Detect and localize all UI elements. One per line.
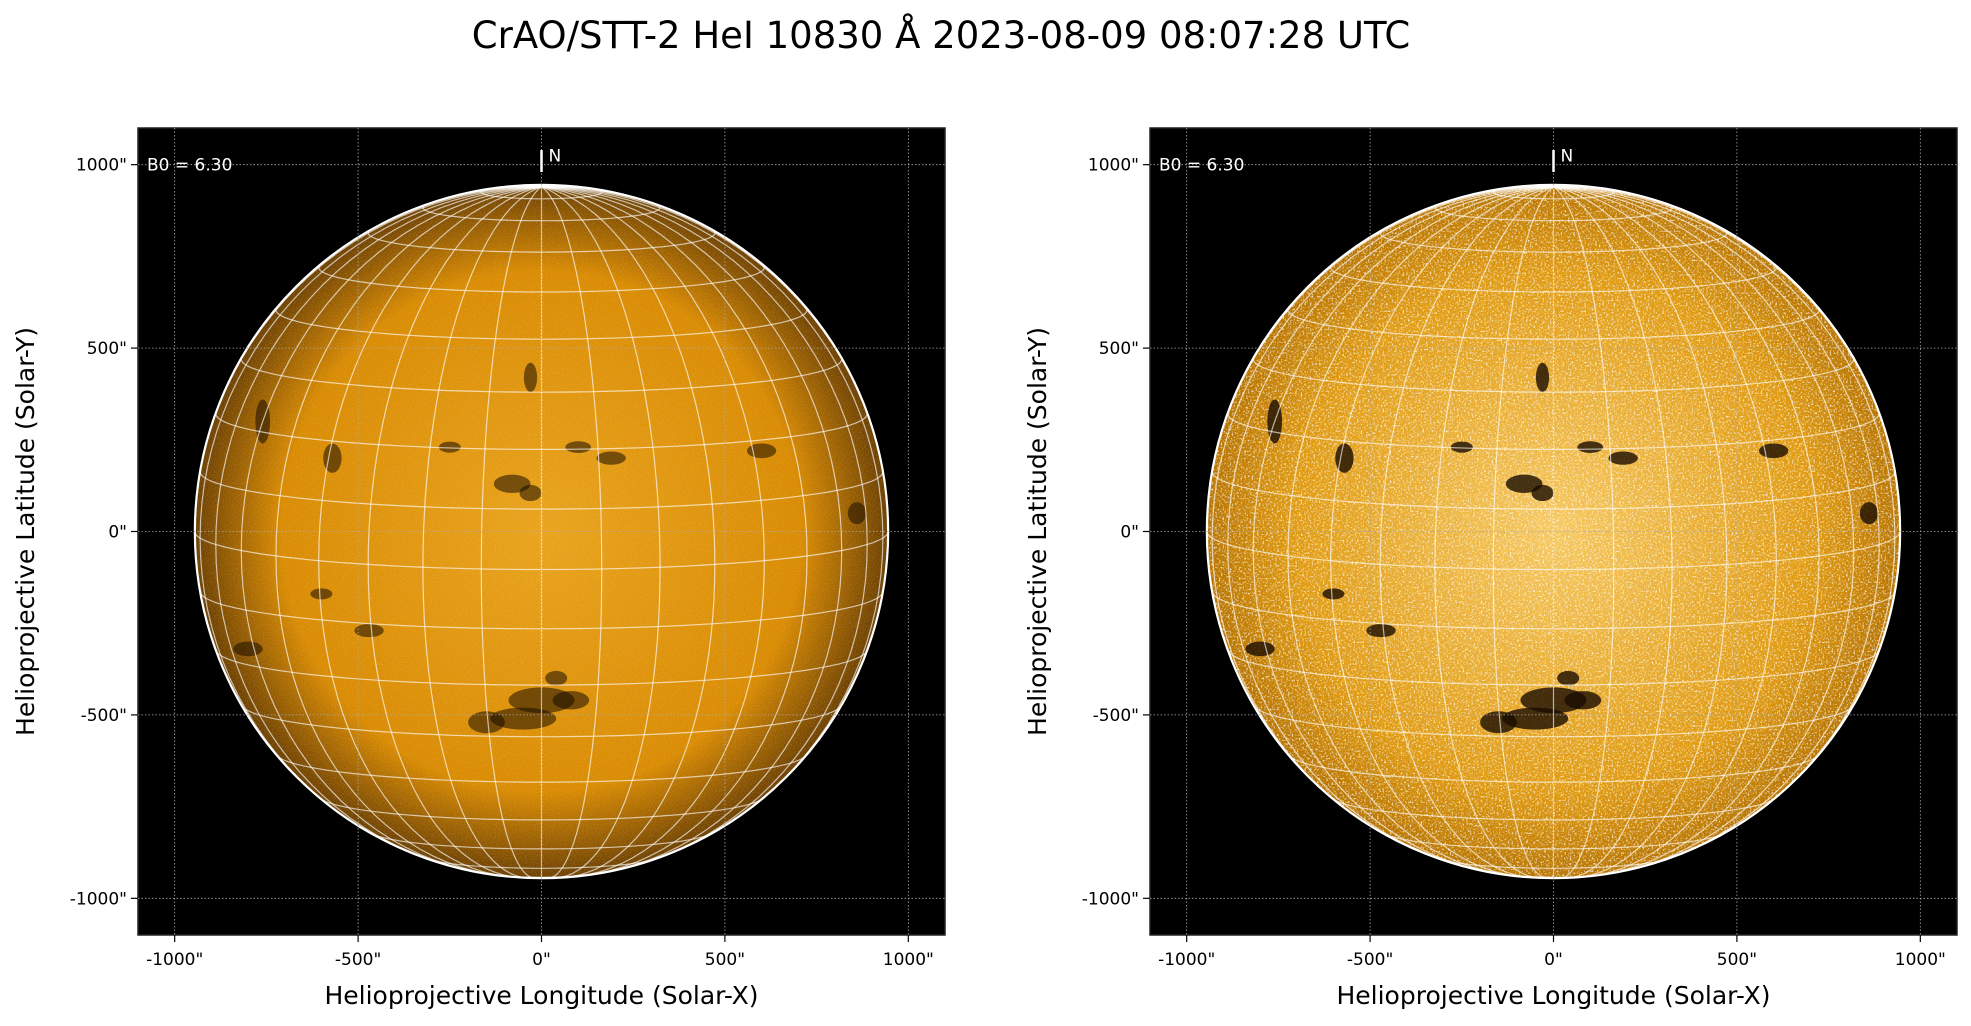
longitude-line [1553, 186, 1728, 878]
dark-filament [1505, 474, 1543, 493]
north-label: N [1561, 147, 1574, 167]
longitude-line [1553, 186, 1615, 879]
figure-title: CrAO/STT-2 HeI 10830 Å 2023-08-09 08:07:… [471, 14, 1411, 57]
dark-filament [1608, 451, 1638, 465]
longitude-line [1553, 186, 1820, 875]
dark-filament [310, 588, 333, 600]
longitude-line [1553, 186, 1880, 864]
longitude-line [1211, 186, 1554, 825]
dark-filament [552, 691, 590, 710]
longitude-line [1492, 186, 1554, 879]
longitude-line [1379, 186, 1554, 878]
x-tick-label: 1000" [883, 950, 934, 970]
right-panel: -1000" -500" 0" 500" 1000" -1000" -500" 0" 500" 1… [1023, 127, 1958, 1010]
y-axis-label: Helioprojective Latitude (Solar-Y) [1023, 327, 1052, 736]
dark-filament [323, 443, 342, 473]
longitude-line [1553, 186, 1896, 825]
longitude-line [367, 186, 542, 878]
y-axis-label: Helioprojective Latitude (Solar-Y) [11, 327, 40, 736]
x-tick-label: -500" [335, 950, 381, 970]
longitude-line [1287, 186, 1554, 875]
dark-filament [493, 474, 531, 493]
longitude-line [541, 186, 884, 825]
longitude-line [1553, 186, 1673, 878]
longitude-line [1252, 186, 1554, 870]
longitude-line [541, 186, 603, 879]
longitude-line [275, 186, 542, 875]
longitude-line [541, 186, 808, 875]
dark-filament [523, 362, 538, 393]
y-tick-label: -1000" [70, 889, 127, 909]
longitude-line [1434, 186, 1554, 878]
longitude-line [318, 186, 542, 877]
dark-filament [1366, 623, 1396, 638]
b0-annotation: B0 = 6.30 [1159, 156, 1244, 176]
x-axis-label: Helioprojective Longitude (Solar-X) [1336, 981, 1770, 1010]
b0-annotation: B0 = 6.30 [147, 156, 232, 176]
y-tick-label: 1000" [76, 156, 127, 176]
x-tick-label: 500" [705, 950, 745, 970]
longitude-line [541, 186, 868, 864]
longitude-line [541, 186, 716, 878]
y-tick-label: -1000" [1082, 889, 1139, 909]
longitude-line [1553, 186, 1855, 870]
longitude-line [215, 186, 542, 864]
dark-filament [1245, 641, 1275, 657]
longitude-line [541, 186, 843, 870]
longitude-line [199, 186, 542, 825]
longitude-line [480, 186, 542, 879]
dark-filament [468, 711, 505, 734]
x-tick-label: 1000" [1895, 950, 1946, 970]
dark-filament [438, 441, 461, 453]
dark-filament [847, 502, 867, 525]
y-tick-label: 0" [108, 523, 127, 543]
dark-filament [519, 484, 542, 502]
dark-filament [1502, 707, 1569, 730]
y-tick-label: 500" [87, 339, 127, 359]
dark-filament [1577, 441, 1604, 454]
x-tick-label: 0" [1544, 950, 1563, 970]
dark-filament [596, 451, 626, 465]
dark-filament [354, 623, 384, 638]
left-panel: -1000" -500" 0" 500" 1000" -1000" -500" 0" 500" 1… [11, 127, 946, 1010]
longitude-line [1227, 186, 1554, 864]
y-tick-label: 0" [1120, 523, 1139, 543]
dark-filament [1322, 588, 1345, 600]
y-tick-label: -500" [1093, 706, 1139, 726]
dark-filament [1335, 443, 1354, 473]
x-axis-label: Helioprojective Longitude (Solar-X) [324, 981, 758, 1010]
longitude-line [422, 186, 542, 878]
x-tick-label: 0" [532, 950, 551, 970]
north-label: N [549, 147, 562, 167]
dark-filament [1531, 484, 1554, 502]
y-tick-label: -500" [81, 706, 127, 726]
longitude-line [541, 186, 765, 877]
dark-filament [1859, 502, 1879, 525]
x-tick-label: -1000" [1158, 950, 1215, 970]
dark-filament [1450, 441, 1473, 453]
x-tick-label: -500" [1347, 950, 1393, 970]
longitude-line [240, 186, 542, 870]
longitude-line [541, 186, 661, 878]
longitude-line [1553, 186, 1777, 877]
dark-filament [1557, 670, 1580, 686]
dark-filament [490, 707, 557, 730]
dark-filament [545, 670, 568, 686]
dark-filament [1480, 711, 1517, 734]
dark-filament [1535, 362, 1550, 393]
x-tick-label: -1000" [146, 950, 203, 970]
x-tick-label: 500" [1717, 950, 1757, 970]
dark-filament [565, 441, 592, 454]
dark-filament [233, 641, 263, 657]
y-tick-label: 500" [1099, 339, 1139, 359]
y-tick-label: 1000" [1088, 156, 1139, 176]
dark-filament [1564, 691, 1602, 710]
longitude-line [1330, 186, 1554, 877]
